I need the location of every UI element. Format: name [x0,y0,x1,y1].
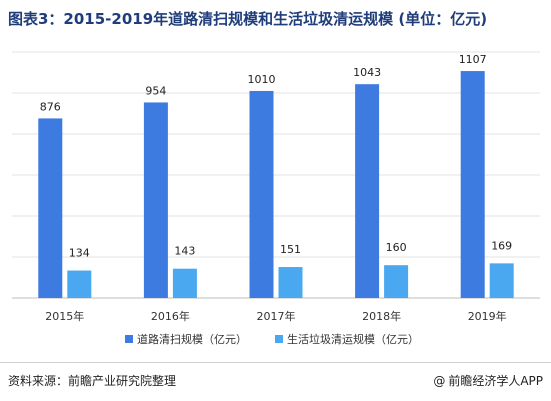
data-label: 134 [69,247,90,260]
bar-series-2-4 [384,265,409,298]
data-labels: 876 134 954 143 1010 151 1043 160 1107 169 [40,53,512,259]
grid-lines [12,51,540,299]
bar-series-1-2 [143,102,168,299]
data-label: 160 [386,241,407,254]
bar-series-1-1 [38,118,63,298]
source-note: 资料来源：前瞻产业研究院整理 [8,374,177,388]
legend-swatch [275,335,283,343]
bar-series-2-3 [278,267,303,298]
legend-label: 道路清扫规模（亿元） [137,332,247,346]
x-tick-label: 2016年 [151,309,190,323]
x-tick-label: 2018年 [362,309,401,323]
x-tick-label: 2019年 [468,309,507,323]
data-label: 876 [40,100,61,113]
data-label: 1107 [459,53,487,66]
x-tick-label: 2015年 [45,309,84,323]
footer-divider [0,362,551,363]
brand-credit: @ 前瞻经济学人APP [433,372,543,389]
bar-series-1-5 [460,71,485,298]
legend-swatch [125,335,133,343]
at-sign-icon: @ [433,374,446,388]
brand-label: 前瞻经济学人APP [448,374,543,388]
legend: 道路清扫规模（亿元） 生活垃圾清运规模（亿元） [125,332,419,346]
bar-series-1-3 [249,90,274,298]
legend-label: 生活垃圾清运规模（亿元） [287,332,419,346]
data-label: 954 [145,84,166,97]
bar-series-2-5 [489,263,514,298]
chart-title: 图表3：2015-2019年道路清扫规模和生活垃圾清运规模 (单位：亿元) [8,10,488,28]
bar-series-1-4 [355,84,380,298]
bar-series-2-1 [67,270,92,298]
data-label: 1010 [248,73,276,86]
bars [38,71,514,299]
x-tick-label: 2017年 [257,309,296,323]
bar-series-2-2 [172,268,197,298]
x-tick-labels: 2015年 2016年 2017年 2018年 2019年 [45,309,506,323]
data-label: 143 [174,245,195,258]
data-label: 1043 [353,66,381,79]
data-label: 169 [491,239,512,252]
data-label: 151 [280,243,301,256]
